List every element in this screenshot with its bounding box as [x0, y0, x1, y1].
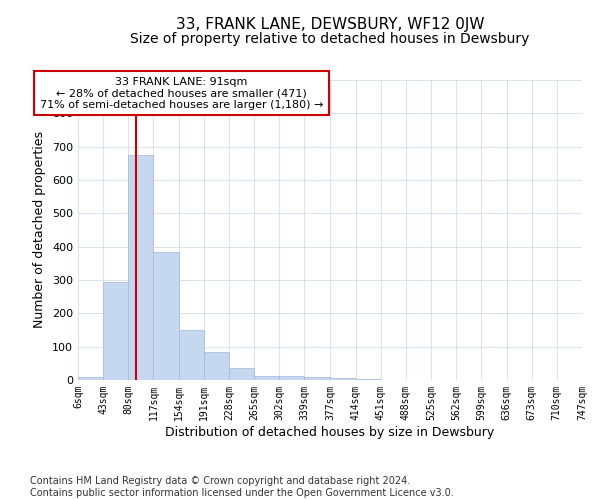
Bar [331, 378, 356, 380]
Bar [154, 252, 179, 380]
Text: 33, FRANK LANE, DEWSBURY, WF12 0JW: 33, FRANK LANE, DEWSBURY, WF12 0JW [176, 18, 484, 32]
Bar [128, 155, 154, 380]
X-axis label: Distribution of detached houses by size in Dewsbury: Distribution of detached houses by size … [166, 426, 494, 438]
Text: Contains HM Land Registry data © Crown copyright and database right 2024.
Contai: Contains HM Land Registry data © Crown c… [30, 476, 454, 498]
Bar [229, 368, 254, 380]
Text: Size of property relative to detached houses in Dewsbury: Size of property relative to detached ho… [130, 32, 530, 46]
Bar [304, 376, 331, 380]
Bar [179, 330, 204, 380]
Bar [103, 282, 128, 380]
Bar [78, 378, 103, 380]
Bar [254, 376, 280, 380]
Bar [204, 352, 229, 380]
Y-axis label: Number of detached properties: Number of detached properties [34, 132, 46, 328]
Bar [280, 376, 304, 380]
Text: 33 FRANK LANE: 91sqm
← 28% of detached houses are smaller (471)
71% of semi-deta: 33 FRANK LANE: 91sqm ← 28% of detached h… [40, 76, 323, 110]
